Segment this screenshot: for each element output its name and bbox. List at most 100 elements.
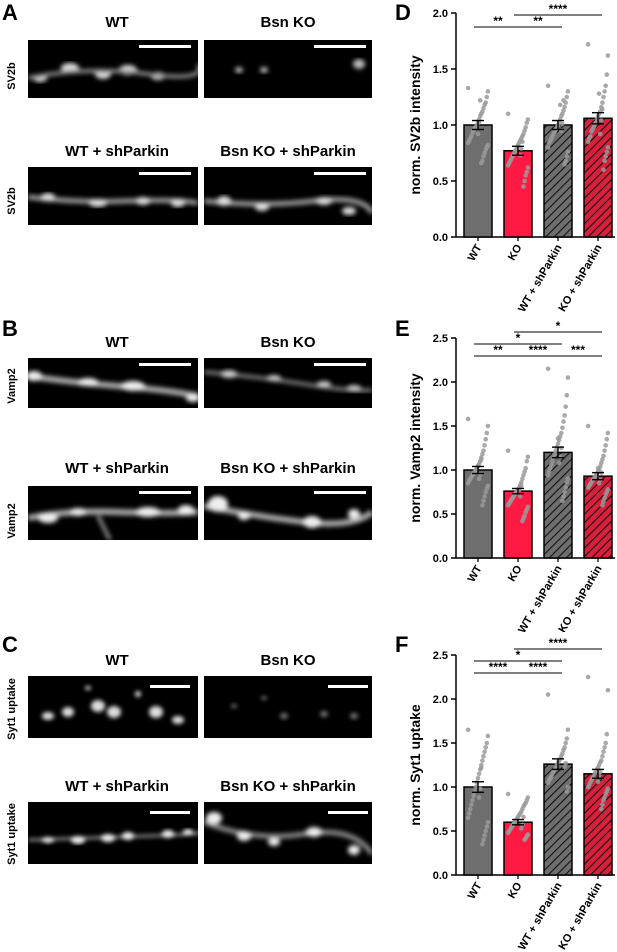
data-point xyxy=(597,769,603,775)
data-point xyxy=(505,830,511,836)
data-point xyxy=(585,423,591,429)
panel-letter-f: F xyxy=(395,632,409,657)
data-point xyxy=(481,837,486,843)
data-point xyxy=(517,494,523,499)
data-point xyxy=(601,167,606,173)
image-title: WT xyxy=(105,14,129,31)
data-point xyxy=(520,476,525,482)
data-point xyxy=(603,791,608,797)
data-point xyxy=(605,430,611,436)
data-point xyxy=(485,89,491,94)
data-point xyxy=(476,795,482,800)
micrograph xyxy=(204,358,372,408)
data-point xyxy=(602,745,607,750)
data-point xyxy=(482,494,487,499)
data-point xyxy=(553,448,559,453)
data-point xyxy=(465,85,471,91)
y-tick-label: 2.5 xyxy=(433,650,448,662)
data-point xyxy=(482,749,487,755)
data-point xyxy=(505,163,511,168)
data-point xyxy=(481,498,486,504)
data-point xyxy=(479,160,484,166)
data-point xyxy=(562,413,567,418)
image-title: WT xyxy=(105,652,129,669)
data-point xyxy=(563,404,568,409)
micrograph xyxy=(204,167,372,225)
data-point xyxy=(561,419,566,424)
data-point xyxy=(522,837,527,843)
micrograph xyxy=(28,358,198,408)
image-title: WT xyxy=(105,334,129,351)
data-point xyxy=(505,111,511,117)
row-label: SV2b xyxy=(6,62,18,90)
x-tick-label: KO xyxy=(506,563,525,584)
data-point xyxy=(599,118,604,123)
significance-label: * xyxy=(516,648,521,662)
data-point xyxy=(484,740,490,746)
scale-bar xyxy=(139,491,191,494)
data-point xyxy=(480,841,485,847)
y-tick-label: 2.0 xyxy=(433,694,448,706)
data-point xyxy=(595,779,601,785)
x-tick-label: KO xyxy=(506,242,525,263)
data-point xyxy=(557,102,563,108)
chart-vamp2: 0.0 0.5 1.0 1.5 2.0 2.5 norm. Vamp2 intensity W… xyxy=(407,319,615,632)
data-point xyxy=(603,443,608,448)
y-tick-label: 2.0 xyxy=(433,377,448,389)
data-point xyxy=(604,149,610,155)
data-point xyxy=(482,443,487,448)
data-point xyxy=(479,765,484,770)
data-point xyxy=(550,458,555,464)
data-point xyxy=(471,793,476,799)
significance-label: ** xyxy=(493,343,503,357)
data-point xyxy=(470,797,475,803)
data-point xyxy=(521,472,526,478)
data-point xyxy=(505,791,511,797)
data-point xyxy=(603,154,608,159)
scale-bar xyxy=(328,685,368,688)
significance-label: *** xyxy=(571,343,585,357)
chart-syt1: 0.0 0.5 1.0 1.5 2.0 2.5 norm. Syt1 uptake WT KOW… xyxy=(407,636,615,952)
data-point xyxy=(552,451,557,457)
row-label: SV2b xyxy=(6,187,18,215)
x-tick-label: KO + shParkin xyxy=(556,242,604,314)
data-point xyxy=(549,462,554,468)
y-tick-label: 1.5 xyxy=(433,421,448,433)
data-point xyxy=(477,786,483,792)
data-point xyxy=(484,824,490,829)
data-point xyxy=(505,448,511,453)
scale-bar xyxy=(328,811,368,814)
y-tick-label: 1.5 xyxy=(433,738,448,750)
data-point xyxy=(524,120,530,126)
significance-label: **** xyxy=(489,660,508,674)
x-tick-label: WT + shParkin xyxy=(516,563,565,632)
chart-sv2b: 0.0 0.5 1.0 1.5 2.0 norm. SV2b intensity WT KOW… xyxy=(407,2,615,314)
data-point xyxy=(585,674,591,680)
data-point xyxy=(601,499,606,504)
data-point xyxy=(604,72,610,77)
scale-bar xyxy=(139,45,191,48)
data-point xyxy=(556,460,562,466)
row-label: Syt1 uptake xyxy=(6,803,18,865)
data-point xyxy=(472,789,477,794)
micrograph xyxy=(28,486,198,540)
data-point xyxy=(564,392,570,398)
image-title: Bsn KO + shParkin xyxy=(220,143,356,160)
data-point xyxy=(522,178,527,184)
data-point xyxy=(523,173,528,178)
data-point xyxy=(585,42,591,47)
data-point xyxy=(505,502,511,508)
data-point xyxy=(522,469,527,475)
data-point xyxy=(604,436,610,442)
data-point xyxy=(465,140,471,146)
data-point xyxy=(546,140,552,146)
significance-label: * xyxy=(516,331,521,345)
data-point xyxy=(585,485,591,490)
data-point xyxy=(523,509,528,515)
data-point xyxy=(564,94,570,100)
panel-letter-b: B xyxy=(2,316,18,341)
data-point xyxy=(524,458,530,464)
x-tick-label: KO + shParkin xyxy=(556,880,604,952)
data-point xyxy=(483,436,488,442)
data-point xyxy=(477,98,483,103)
